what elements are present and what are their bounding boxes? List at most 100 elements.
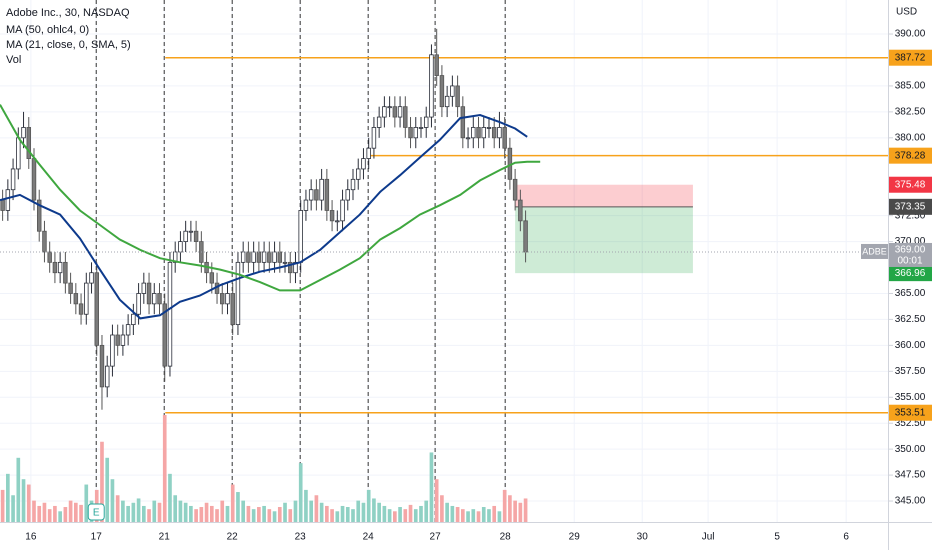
candle-body (0, 199, 5, 211)
candle-body (366, 147, 371, 159)
entry-label-bg (889, 198, 932, 215)
y-tick-label: 385.00 (895, 81, 926, 92)
x-tick-label: 24 (363, 532, 375, 543)
volume-bar (230, 484, 235, 522)
volume-bar (408, 504, 413, 522)
volume-bar (298, 463, 303, 522)
volume-bar (288, 509, 293, 522)
currency-label: USD (896, 7, 917, 18)
y-tick-label: 372.50 (895, 210, 926, 221)
candle-body (356, 168, 361, 180)
volume-bar (309, 500, 313, 522)
candle-body (413, 127, 418, 139)
candle-body (340, 199, 345, 222)
candle-body (152, 293, 157, 305)
level-label-bg (889, 147, 932, 164)
volume-bar (204, 502, 209, 522)
y-tick-label: 357.50 (895, 366, 926, 377)
target-zone (515, 206, 693, 274)
candle-body (408, 127, 413, 139)
volume-bar (236, 492, 240, 522)
volume-bar (121, 500, 125, 522)
volume-bar (199, 507, 204, 522)
volume-bar (68, 500, 73, 522)
candle-body (434, 54, 439, 76)
volume-bar (6, 473, 10, 522)
y-tick-label: 362.50 (895, 314, 926, 325)
volume-bar (105, 457, 110, 522)
candle-body (110, 334, 115, 367)
candle-body (68, 282, 73, 294)
y-tick-label: 380.00 (895, 132, 926, 143)
symbol-label: ADBE (862, 246, 887, 256)
x-tick-label: 21 (159, 532, 171, 543)
last-price-bg (889, 242, 932, 267)
candle-body (314, 189, 319, 201)
candle-body (277, 251, 283, 263)
y-tick-label: 365.00 (895, 288, 926, 299)
volume-bar (267, 509, 272, 522)
volume-bar (209, 505, 214, 522)
legend-entry: MA (50, ohlc4, 0) (6, 24, 89, 36)
candle-body (392, 106, 398, 118)
volume-bar (434, 479, 439, 522)
candle-body (267, 251, 272, 263)
volume-bar (403, 509, 408, 522)
x-tick-label: 16 (25, 532, 37, 543)
volume-bar (246, 505, 251, 522)
candle-body (481, 127, 486, 139)
candle-body (57, 261, 63, 274)
volume-bar (58, 511, 62, 522)
candle-body (47, 251, 52, 263)
volume-bar (445, 502, 449, 522)
volume-bar (419, 505, 423, 522)
volume-bar (136, 498, 141, 522)
candle-body (246, 251, 251, 263)
earnings-icon (87, 503, 105, 521)
volume-bar (168, 473, 172, 522)
volume-bar (131, 502, 136, 522)
volume-bar (16, 457, 21, 522)
candle-body (235, 261, 241, 326)
volume-bar (189, 505, 193, 522)
volume-bar (325, 505, 329, 522)
y-tick-label: 350.00 (895, 444, 926, 455)
candle-body (31, 158, 37, 201)
volume-bar (152, 500, 157, 522)
candle-body (26, 127, 31, 159)
candle-body (120, 334, 126, 346)
volume-bar (314, 495, 319, 522)
candle-body (429, 54, 434, 118)
volume-bar (157, 502, 162, 522)
volume-bar (147, 509, 151, 522)
entry-label: 373.35 (895, 201, 926, 212)
volume-bar (262, 505, 266, 522)
candle-body (5, 189, 11, 211)
level-label: 387.72 (895, 52, 926, 63)
volume-bar (497, 511, 502, 522)
level-label: 378.28 (895, 150, 926, 161)
candle-body (382, 106, 387, 118)
candle-body (455, 85, 460, 108)
legend-entry: Vol (6, 54, 21, 66)
level-label-bg (889, 49, 932, 66)
volume-bar (450, 505, 455, 522)
x-tick-label: 6 (843, 532, 849, 543)
candle-body (16, 137, 21, 170)
candle-body (261, 251, 267, 263)
volume-bar (361, 502, 366, 522)
candle-body (209, 272, 215, 284)
volume-bar (487, 509, 491, 522)
stop-label: 375.48 (895, 179, 926, 190)
volume-bar (215, 509, 219, 522)
candle-body (465, 137, 471, 140)
candle-body (104, 365, 110, 388)
volume-bar (387, 509, 392, 522)
volume-bar (319, 502, 324, 522)
volume-bar (257, 507, 261, 522)
candle-body (183, 230, 188, 242)
x-tick-label: 28 (500, 532, 512, 543)
volume-bar (502, 489, 507, 522)
volume-bar (283, 502, 287, 522)
candle-body (298, 210, 303, 263)
